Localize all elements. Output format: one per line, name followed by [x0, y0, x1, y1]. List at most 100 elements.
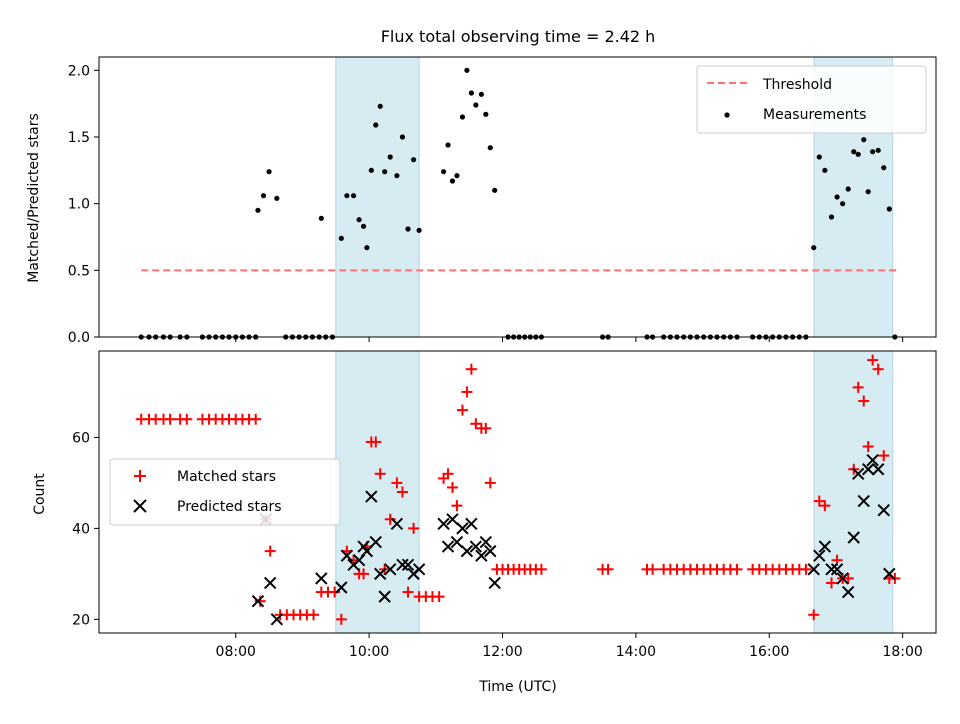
predicted-star-stroke: [378, 590, 391, 603]
bottom-legend-box: [109, 458, 341, 526]
measurement-point: [822, 167, 828, 173]
bottom-legend: Matched stars Predicted stars: [109, 458, 341, 526]
predicted-star-point: [251, 594, 265, 608]
predicted-star-stroke: [484, 544, 497, 558]
predicted-star-point: [877, 503, 890, 517]
predicted-star-stroke: [441, 540, 455, 553]
matched-star-point: [808, 609, 820, 621]
predicted-star-point: [841, 585, 855, 599]
top-legend: Threshold Measurements: [696, 65, 927, 134]
predicted-star-point: [446, 513, 459, 526]
matched-star-point: [872, 363, 884, 375]
predicted-star-point: [851, 467, 865, 481]
legend-measurements-swatch: [724, 112, 730, 118]
predicted-star-point: [484, 544, 497, 558]
predicted-star-point: [861, 463, 875, 476]
predicted-star-point: [390, 517, 404, 531]
legend-threshold-label: Threshold: [762, 77, 832, 93]
matched-star-point: [858, 395, 870, 407]
matched-star-point: [329, 586, 341, 598]
measurement-point: [870, 149, 876, 155]
top-y-axis-label: Matched/Predicted stars: [26, 113, 42, 283]
predicted-star-stroke: [396, 558, 409, 571]
predicted-star-stroke: [871, 463, 885, 476]
matched-star-point: [374, 468, 386, 480]
matched-star-point: [370, 436, 382, 448]
predicted-star-point: [315, 572, 328, 585]
matched-star-point: [862, 441, 874, 453]
plot-frame: [98, 56, 937, 338]
predicted-star-point: [469, 540, 483, 553]
predicted-star-stroke: [384, 563, 397, 576]
x-tick-label: 14:00: [616, 644, 656, 660]
predicted-star-point: [378, 590, 391, 603]
measurement-point: [360, 223, 367, 229]
measurement-point: [445, 142, 451, 148]
measurement-point: [886, 206, 892, 212]
matched-star-point: [384, 513, 396, 525]
y-tick-label: 1.5: [68, 130, 90, 146]
predicted-star-point: [340, 549, 354, 562]
predicted-star-stroke: [825, 563, 838, 576]
predicted-star-point: [450, 535, 464, 549]
predicted-star-point: [369, 535, 382, 549]
predicted-star-point: [384, 563, 397, 576]
measurement-point: [440, 169, 447, 175]
predicted-star-stroke: [263, 576, 277, 590]
y-tick-label: 40: [72, 521, 90, 537]
matched-star-point: [867, 354, 879, 366]
legend-predicted-swatch: [133, 499, 147, 513]
predicted-star-point: [401, 558, 415, 571]
predicted-star-stroke: [479, 535, 493, 549]
matched-star-point: [878, 450, 890, 462]
predicted-star-stroke: [836, 572, 849, 585]
predicted-star-stroke: [861, 463, 875, 476]
predicted-star-stroke: [851, 467, 865, 481]
matched-star-point: [181, 413, 193, 425]
predicted-star-point: [857, 494, 870, 508]
predicted-star-point: [847, 531, 860, 544]
matched-star-point: [451, 500, 463, 512]
predicted-star-point: [866, 453, 879, 467]
predicted-star-stroke: [369, 535, 382, 549]
predicted-star-stroke: [315, 572, 328, 585]
matched-star-point: [480, 422, 492, 434]
measurement-point: [410, 157, 417, 163]
measurement-point: [399, 134, 406, 140]
matched-star-point: [819, 500, 831, 512]
measurement-point: [394, 173, 400, 179]
measurement-point: [855, 151, 861, 157]
predicted-star-point: [479, 535, 493, 549]
measurement-point: [382, 169, 388, 175]
matched-star-point: [470, 418, 482, 430]
predicted-star-stroke: [335, 581, 348, 594]
matched-star-point: [402, 586, 414, 598]
matched-star-point: [813, 495, 825, 507]
predicted-star-stroke: [365, 490, 378, 503]
predicted-star-point: [488, 576, 501, 590]
x-tick-label: 08:00: [216, 644, 256, 660]
y-tick-label: 0.5: [68, 263, 90, 279]
predicted-star-stroke: [488, 576, 501, 590]
predicted-star-stroke: [456, 522, 469, 535]
matched-star-point: [456, 404, 468, 416]
predicted-star-point: [813, 549, 826, 562]
matched-star-point: [842, 572, 854, 584]
measurement-point: [816, 154, 822, 160]
bottom-panel: 20 40 60 08:00 10:00 12:00 14:00 16:00 18:00 Cou…: [32, 350, 937, 695]
matched-star-point: [433, 591, 445, 603]
y-tick-label: 1.0: [68, 197, 90, 213]
measurement-point: [364, 245, 370, 251]
predicted-star-stroke: [251, 594, 265, 608]
matched-star-point: [335, 613, 347, 625]
predicted-star-stroke: [866, 453, 879, 467]
predicted-star-stroke: [450, 535, 464, 549]
measurement-point: [811, 245, 817, 251]
x-axis-label: Time (UTC): [478, 679, 556, 695]
measurement-point: [266, 169, 272, 175]
predicted-star-stroke: [460, 544, 474, 558]
bottom-y-axis-label: Count: [32, 473, 48, 515]
predicted-star-point: [396, 558, 409, 571]
predicted-star-point: [825, 563, 838, 576]
predicted-star-point: [807, 563, 820, 576]
